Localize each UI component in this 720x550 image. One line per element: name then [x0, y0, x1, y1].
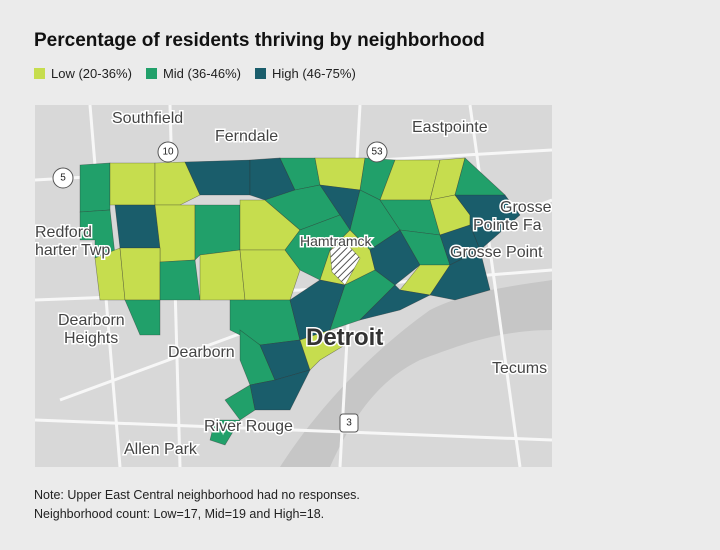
place-label: Tecums	[492, 360, 547, 377]
legend-item: Low (20-36%)	[34, 66, 132, 81]
neighborhood	[154, 161, 201, 206]
place-label: Grosse Point	[450, 244, 543, 261]
neighborhood	[159, 259, 201, 301]
place-label: River Rouge	[204, 418, 293, 435]
place-label: Ferndale	[215, 128, 278, 145]
neighborhood	[359, 284, 431, 321]
place-label: Redford	[35, 224, 92, 241]
neighborhood	[154, 204, 196, 263]
legend-swatch	[34, 68, 45, 79]
neighborhood	[119, 247, 161, 301]
legend-swatch	[145, 68, 157, 79]
shield-label: 5	[60, 173, 66, 184]
neighborhood	[114, 204, 161, 249]
title: Percentage of residents thriving by neig…	[34, 30, 485, 51]
legend-label: High (46-75%)	[271, 66, 356, 81]
neighborhood	[124, 299, 161, 336]
legend-label: Low (20-36%)	[51, 66, 132, 81]
place-label: Heights	[64, 330, 118, 347]
legend-label: Mid (36-46%)	[162, 66, 241, 81]
note: Neighborhood count: Low=17, Mid=19 and H…	[34, 507, 325, 521]
neighborhood	[209, 419, 241, 446]
legend: Low (20-36%) Mid (36-46%) High (46-75%)	[34, 66, 356, 81]
legend-swatch	[254, 68, 266, 79]
neighborhood	[369, 229, 421, 286]
road-shields: 10 53 5 3	[52, 141, 388, 433]
shield-label: 53	[371, 147, 383, 158]
neighborhood	[79, 162, 111, 213]
neighborhood	[109, 162, 156, 206]
note: Note: Upper East Central neighborhood ha…	[34, 488, 360, 502]
place-label: Grosse	[500, 199, 552, 216]
shield-label: 10	[162, 147, 174, 158]
place-label: Pointe Fa	[473, 217, 542, 234]
place-label: Dearborn	[168, 344, 235, 361]
place-label: Dearborn	[58, 312, 125, 329]
place-label: Hamtramck	[300, 233, 373, 249]
neighborhood	[429, 249, 491, 301]
place-label: Detroit	[306, 324, 383, 351]
place-labels: Southfield Ferndale Eastpointe Redford h…	[35, 109, 552, 460]
place-label: Southfield	[112, 110, 183, 127]
legend-item: High (46-75%)	[254, 66, 356, 81]
place-label: harter Twp	[35, 242, 110, 259]
shield-label: 3	[346, 418, 352, 429]
neighborhoods	[79, 157, 521, 446]
neighborhood	[199, 249, 246, 301]
neighborhood	[239, 249, 301, 301]
neighborhood	[329, 269, 396, 331]
neighborhood	[299, 329, 346, 371]
place-label: Eastpointe	[412, 119, 488, 136]
place-label: Allen Park	[124, 441, 198, 458]
neighborhood	[224, 384, 256, 421]
legend-item: Mid (36-46%)	[145, 66, 241, 81]
no-response-neighborhood	[329, 241, 361, 286]
